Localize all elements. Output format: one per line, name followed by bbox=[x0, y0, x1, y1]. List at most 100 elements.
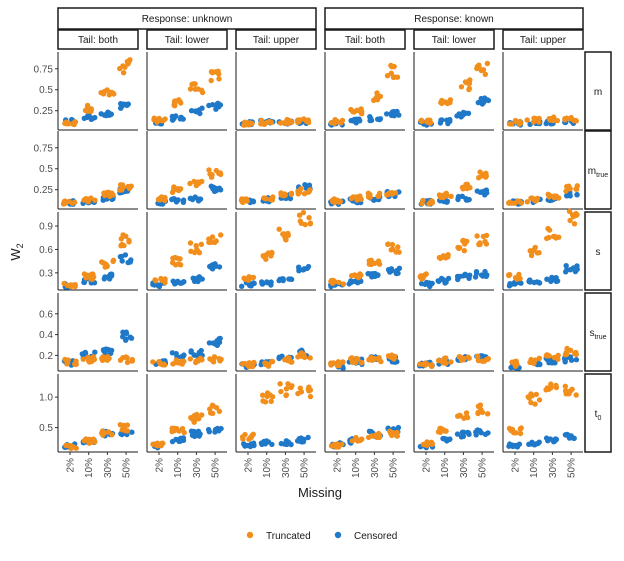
data-point-truncated bbox=[62, 356, 68, 363]
data-point-truncated bbox=[376, 190, 383, 196]
data-point-truncated bbox=[157, 195, 164, 202]
data-point-censored bbox=[286, 276, 292, 282]
data-point-truncated bbox=[532, 401, 538, 407]
data-point-truncated bbox=[210, 403, 216, 409]
data-point-censored bbox=[506, 443, 512, 449]
data-point-truncated bbox=[206, 167, 212, 173]
data-point-censored bbox=[340, 365, 346, 371]
y-tick-label: 0.6 bbox=[39, 245, 53, 256]
data-point-truncated bbox=[72, 282, 78, 288]
data-point-truncated bbox=[297, 218, 303, 224]
data-point-truncated bbox=[246, 436, 252, 442]
data-point-truncated bbox=[465, 354, 471, 360]
data-point-truncated bbox=[354, 194, 360, 200]
data-point-censored bbox=[574, 192, 580, 198]
data-point-truncated bbox=[371, 97, 377, 104]
strip-response-box bbox=[324, 7, 584, 30]
data-point-censored bbox=[480, 273, 486, 279]
y-axis-title: W2 bbox=[8, 243, 25, 260]
strip-param-label: strue bbox=[589, 328, 606, 341]
data-point-truncated bbox=[296, 212, 303, 218]
data-point-censored bbox=[88, 116, 95, 123]
data-point-truncated bbox=[218, 171, 224, 178]
data-point-truncated bbox=[81, 271, 88, 277]
data-point-censored bbox=[300, 267, 306, 273]
data-point-truncated bbox=[129, 358, 135, 364]
data-point-truncated bbox=[536, 250, 542, 256]
data-point-censored bbox=[441, 436, 447, 442]
data-point-truncated bbox=[128, 183, 134, 189]
strip-response-box bbox=[57, 7, 317, 30]
data-point-truncated bbox=[84, 102, 91, 109]
data-point-censored bbox=[197, 196, 204, 202]
data-point-truncated bbox=[298, 350, 304, 356]
data-point-truncated bbox=[477, 169, 483, 175]
data-point-censored bbox=[553, 278, 559, 285]
data-point-truncated bbox=[301, 191, 308, 197]
y-tick-label: 0.75 bbox=[34, 64, 54, 75]
data-point-truncated bbox=[297, 117, 303, 123]
strip-tail-box bbox=[57, 29, 139, 50]
data-point-truncated bbox=[99, 428, 106, 434]
data-point-truncated bbox=[375, 258, 382, 264]
data-point-truncated bbox=[349, 355, 355, 361]
data-point-truncated bbox=[239, 199, 246, 205]
data-point-censored bbox=[157, 201, 164, 207]
data-point-truncated bbox=[396, 249, 402, 255]
data-point-truncated bbox=[395, 244, 401, 250]
data-point-truncated bbox=[463, 79, 469, 86]
strip-param-label: s bbox=[596, 247, 601, 258]
x-tick-label: 2% bbox=[511, 458, 522, 473]
data-point-truncated bbox=[104, 262, 110, 268]
data-point-truncated bbox=[476, 241, 482, 248]
data-point-censored bbox=[544, 276, 550, 282]
data-point-censored bbox=[177, 438, 183, 444]
data-point-censored bbox=[123, 337, 129, 343]
data-point-censored bbox=[367, 116, 374, 122]
data-point-truncated bbox=[375, 356, 382, 363]
data-point-censored bbox=[217, 102, 224, 108]
data-point-censored bbox=[127, 259, 133, 265]
data-point-censored bbox=[250, 280, 257, 286]
data-point-censored bbox=[543, 120, 549, 127]
strip-param-box bbox=[584, 51, 612, 131]
data-point-censored bbox=[395, 424, 402, 431]
data-point-censored bbox=[129, 429, 135, 435]
data-point-truncated bbox=[562, 117, 568, 123]
data-point-censored bbox=[454, 431, 461, 437]
data-point-censored bbox=[536, 439, 542, 445]
data-point-truncated bbox=[572, 117, 579, 124]
data-point-censored bbox=[482, 268, 488, 275]
data-point-truncated bbox=[457, 413, 463, 419]
data-point-censored bbox=[194, 276, 200, 282]
x-tick-label: 50% bbox=[478, 458, 489, 478]
data-point-truncated bbox=[420, 197, 426, 204]
data-point-truncated bbox=[262, 360, 269, 367]
data-point-truncated bbox=[125, 61, 131, 67]
data-point-truncated bbox=[289, 359, 295, 365]
data-point-censored bbox=[100, 197, 107, 203]
data-point-truncated bbox=[105, 354, 111, 360]
data-point-truncated bbox=[571, 221, 578, 227]
data-point-truncated bbox=[162, 362, 168, 368]
data-point-censored bbox=[122, 252, 129, 258]
data-point-truncated bbox=[110, 257, 117, 263]
data-point-truncated bbox=[512, 117, 519, 124]
data-point-truncated bbox=[328, 278, 334, 285]
data-point-truncated bbox=[563, 188, 569, 194]
data-point-truncated bbox=[92, 197, 98, 203]
x-tick-label: 10% bbox=[351, 458, 362, 478]
strip-tail-label: Tail: lower bbox=[165, 35, 210, 46]
x-tick-label: 30% bbox=[281, 458, 292, 478]
x-tick-label: 2% bbox=[66, 458, 77, 473]
data-point-truncated bbox=[124, 359, 131, 366]
data-point-truncated bbox=[307, 187, 313, 193]
data-point-truncated bbox=[110, 192, 116, 198]
data-point-truncated bbox=[306, 215, 312, 221]
data-point-truncated bbox=[439, 254, 446, 260]
data-point-truncated bbox=[517, 275, 523, 282]
y-tick-label: 0.25 bbox=[34, 185, 54, 196]
data-point-censored bbox=[262, 441, 268, 447]
data-point-truncated bbox=[81, 438, 88, 444]
data-point-truncated bbox=[66, 120, 72, 127]
